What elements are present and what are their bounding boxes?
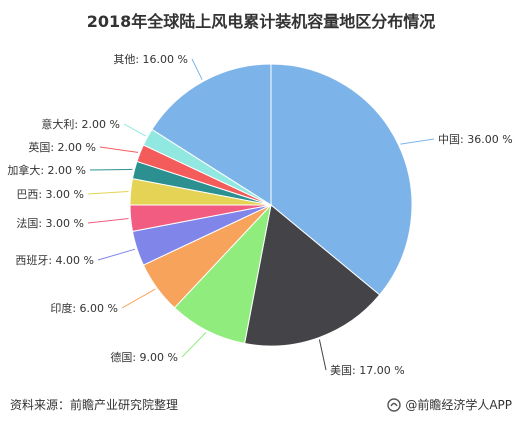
brand-logo-icon — [387, 397, 402, 412]
slice-label-2: 美国: 17.00 % — [330, 364, 405, 377]
slice-label-9: 英国: 2.00 % — [28, 140, 96, 154]
footer: 资料来源：前瞻产业研究院整理 @前瞻经济学人APP — [0, 388, 522, 422]
pie-slice-2 — [243, 204, 381, 347]
leader-line-3 — [181, 332, 207, 358]
leader-line-8 — [89, 168, 133, 171]
pie-slice-11 — [151, 63, 272, 206]
slice-label-5: 西班牙: 4.00 % — [15, 254, 94, 267]
leader-line-1 — [400, 138, 435, 145]
leader-line-2 — [318, 339, 327, 371]
brand-credit: @前瞻经济学人APP — [387, 396, 512, 413]
source-note: 资料来源：前瞻产业研究院整理 — [10, 398, 179, 412]
chart-title: 2018年全球陆上风电累计装机容量地区分布情况 — [86, 12, 436, 31]
slice-label-4: 印度: 6.00 % — [50, 301, 118, 315]
leader-line-9 — [99, 146, 139, 153]
slice-label-11: 其他: 16.00 % — [113, 53, 188, 66]
leader-line-10 — [123, 123, 146, 137]
slice-label-7: 巴西: 3.00 % — [16, 188, 84, 201]
slice-label-3: 德国: 9.00 % — [110, 350, 178, 364]
slice-label-1: 中国: 36.00 % — [438, 133, 513, 146]
slice-label-10: 意大利: 2.00 % — [41, 117, 120, 131]
leader-line-4 — [121, 288, 156, 309]
pie-slice-3 — [173, 203, 272, 345]
pie-slice-1 — [270, 63, 413, 296]
brand-text: @前瞻经济学人APP — [405, 398, 512, 412]
leader-line-5 — [97, 248, 136, 261]
slice-label-8: 加拿大: 2.00 % — [7, 163, 86, 177]
pie-chart: 中国: 36.00 % 美国: 17.00 % 德国: 9.00 % 印度: 6.00… — [7, 53, 513, 377]
leader-line-7 — [87, 191, 129, 195]
leader-line-6 — [87, 218, 129, 224]
leader-line-11 — [191, 58, 203, 80]
slice-label-6: 法国: 3.00 % — [16, 216, 84, 230]
